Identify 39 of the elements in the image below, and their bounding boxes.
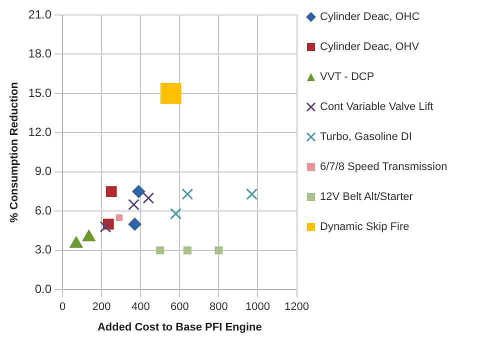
y-tick-label: 18.0 bbox=[28, 46, 52, 61]
x-tick-label: 600 bbox=[170, 301, 189, 314]
legend-label: Cylinder Deac, OHC bbox=[320, 11, 420, 23]
x-tick-label: 0 bbox=[59, 301, 66, 314]
x-axis-title: Added Cost to Base PFI Engine bbox=[97, 321, 262, 334]
point bbox=[246, 188, 258, 200]
x-tick-label: 1000 bbox=[245, 301, 270, 314]
point bbox=[132, 185, 146, 198]
x-tick-label: 400 bbox=[131, 301, 150, 314]
point bbox=[182, 188, 194, 200]
x-tick-label: 200 bbox=[92, 301, 111, 314]
y-axis-title: % Consumption Reduction bbox=[8, 82, 21, 223]
legend-label: 12V Belt Alt/Starter bbox=[320, 191, 413, 203]
point bbox=[156, 246, 164, 254]
y-tick-label: 0.0 bbox=[34, 282, 52, 296]
point bbox=[128, 218, 142, 231]
y-tick-label: 12.0 bbox=[28, 125, 52, 139]
legend-label: VVT - DCP bbox=[320, 71, 374, 83]
point bbox=[100, 221, 112, 233]
point bbox=[214, 246, 223, 254]
y-tick-label: 21.0 bbox=[28, 7, 52, 22]
legend-label: Dynamic Skip Fire bbox=[320, 221, 410, 233]
point bbox=[170, 208, 182, 220]
point bbox=[128, 198, 140, 210]
point bbox=[116, 214, 122, 222]
y-tick-label: 6.0 bbox=[34, 203, 52, 218]
legend-label: Turbo, Gasoline DI bbox=[320, 131, 412, 143]
point bbox=[106, 186, 117, 197]
legend-label: Cylinder Deac, OHV bbox=[320, 41, 420, 53]
x-tick-label: 1200 bbox=[284, 301, 310, 314]
y-tick-label: 3.0 bbox=[34, 242, 52, 257]
point bbox=[183, 246, 192, 254]
y-tick-label: 9.0 bbox=[34, 164, 52, 178]
legend-label: Cont Variable Valve Lift bbox=[320, 101, 434, 113]
point bbox=[160, 83, 182, 104]
legend-label: 6/7/8 Speed Transmission bbox=[320, 161, 448, 173]
point bbox=[142, 192, 154, 204]
y-tick-label: 15.0 bbox=[28, 86, 52, 100]
x-tick-label: 800 bbox=[210, 301, 228, 314]
